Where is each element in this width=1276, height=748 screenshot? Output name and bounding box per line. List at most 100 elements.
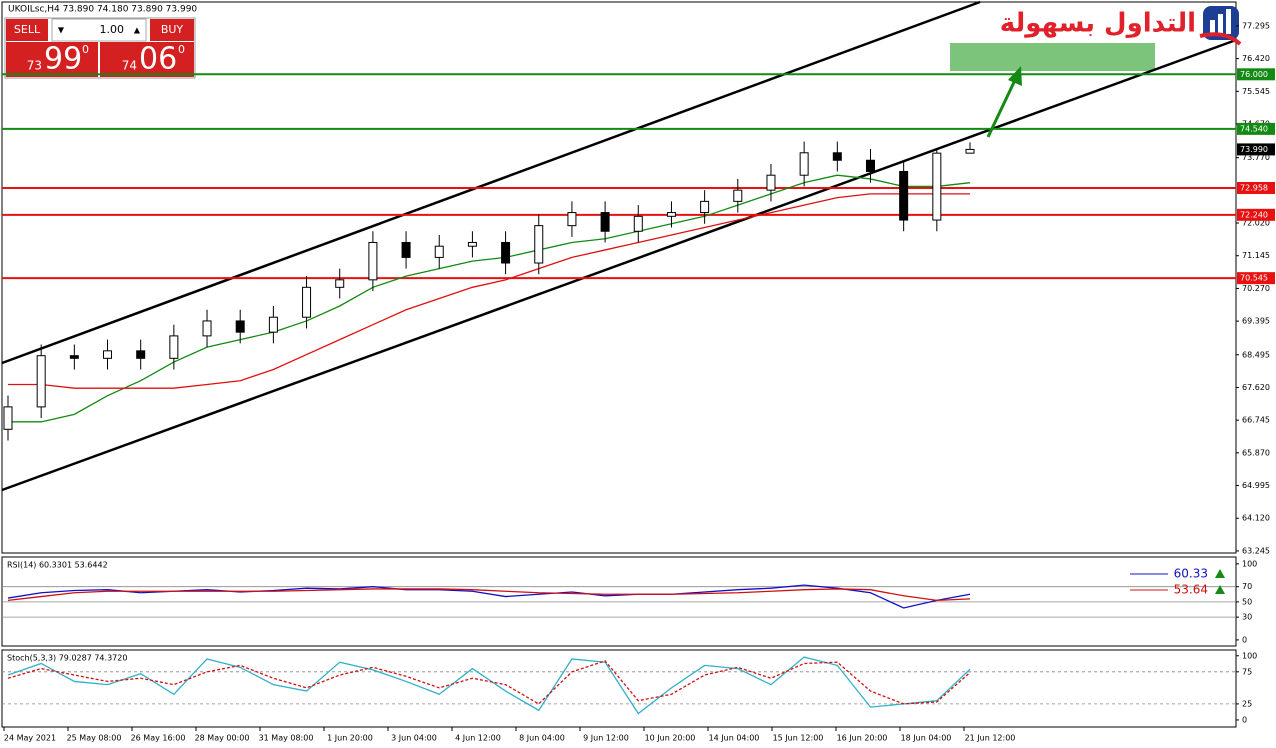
sell-button[interactable]: [6, 19, 48, 41]
y-tick-label: 0: [1242, 715, 1247, 724]
buy-price-main: 06: [139, 42, 177, 77]
logo: التداول بسهولة: [1000, 6, 1242, 46]
lot-value: 1.00: [100, 23, 125, 36]
candle-body: [766, 174, 776, 191]
level-label: 72.958: [1240, 183, 1268, 192]
y-tick-label: 75: [1242, 667, 1252, 676]
level-label: 74.540: [1240, 124, 1268, 133]
buy-button[interactable]: [150, 19, 194, 41]
y-tick-label: 67.620: [1242, 383, 1270, 392]
level-label: 70.545: [1240, 274, 1268, 283]
sell-price-big: 73: [27, 59, 42, 73]
pane-title: RSI(14) 60.3301 53.6442: [7, 561, 108, 570]
candle-body: [700, 200, 710, 214]
candle-body: [434, 245, 444, 258]
candle-body: [501, 241, 511, 264]
candle-body: [103, 350, 113, 359]
indicator-line: [7, 660, 971, 705]
candle-body: [467, 241, 477, 247]
pane-title: Stoch(5,3,3) 79.0287 74.3720: [7, 654, 127, 663]
candle-body: [932, 152, 942, 221]
y-tick-label: 65.870: [1242, 448, 1270, 457]
candle-body: [534, 225, 544, 264]
indicator-line: [7, 588, 971, 602]
y-tick-label: 68.495: [1242, 350, 1270, 359]
y-tick-label: 70.270: [1242, 284, 1270, 293]
y-tick-label: 76.420: [1242, 54, 1270, 63]
trade-panel: SELL ▼ ▲ 1.00 BUY 73 99 0 74 06 0: [4, 17, 196, 79]
candle-body: [899, 170, 909, 221]
target-zone: [950, 43, 1155, 71]
x-tick-label: 15 Jun 12:00: [773, 734, 824, 743]
x-tick-label: 21 Jun 12:00: [965, 734, 1016, 743]
sell-label[interactable]: SELL: [14, 23, 41, 36]
candle-body: [733, 189, 743, 202]
buy-price-big: 74: [122, 59, 137, 73]
last-price-label: 73.990: [1240, 145, 1268, 154]
candle-body: [302, 286, 312, 318]
legend-arrow: [1215, 569, 1225, 578]
y-tick-label: 63.245: [1242, 546, 1270, 555]
lot-up[interactable]: ▲: [134, 26, 141, 35]
level-tag: [1237, 181, 1275, 194]
y-tick-label: 69.395: [1242, 317, 1270, 326]
last-price-tag: [1237, 143, 1275, 156]
y-tick-label: 75.545: [1242, 87, 1270, 96]
lot-field[interactable]: [51, 18, 147, 42]
y-tick-label: 100: [1242, 559, 1257, 568]
logo-text: التداول بسهولة: [1000, 9, 1196, 39]
channel-lower: [1, 38, 1237, 492]
candle-body: [3, 406, 13, 430]
x-tick-label: 9 Jun 12:00: [583, 734, 629, 743]
candle-body: [799, 152, 809, 176]
x-tick-label: 25 May 08:00: [67, 734, 122, 743]
candle-body: [268, 316, 278, 333]
y-tick-label: 72.020: [1242, 219, 1270, 228]
x-tick-label: 26 May 16:00: [131, 734, 186, 743]
level-label: 72.240: [1240, 210, 1268, 219]
candle-body: [202, 320, 212, 337]
candle-body: [666, 212, 676, 217]
sell-price-main: 99: [44, 42, 82, 77]
x-tick-label: 1 Jun 20:00: [327, 734, 373, 743]
x-tick-label: 10 Jun 20:00: [645, 734, 696, 743]
candle-body: [368, 241, 378, 281]
y-tick-label: 100: [1242, 651, 1257, 660]
y-tick-label: 25: [1242, 699, 1252, 708]
indicator-line: [8, 174, 971, 423]
level-tag: [1237, 208, 1275, 221]
sell-price-box[interactable]: [6, 42, 98, 77]
buy-label[interactable]: BUY: [161, 23, 184, 36]
candle-body: [401, 241, 411, 258]
x-tick-label: 16 Jun 20:00: [837, 734, 888, 743]
candle-body: [335, 279, 345, 288]
y-tick-label: 73.770: [1242, 153, 1270, 162]
stoch-pane: [1, 649, 1237, 728]
candle-body: [235, 320, 245, 333]
chart-header: UKOILsc,H4 73.890 74.180 73.890 73.990: [8, 5, 197, 15]
y-tick-label: 70: [1242, 582, 1252, 591]
candle-body: [633, 215, 643, 232]
y-tick-label: 30: [1242, 613, 1252, 622]
x-tick-label: 4 Jun 12:00: [455, 734, 501, 743]
y-tick-label: 71.145: [1242, 251, 1270, 260]
candle-body: [567, 212, 577, 227]
buy-price-box[interactable]: [100, 42, 194, 77]
x-tick-label: 28 May 00:00: [195, 734, 250, 743]
candle-body: [600, 212, 610, 232]
x-tick-label: 24 May 2021: [4, 734, 56, 743]
y-tick-label: 50: [1242, 597, 1252, 606]
legend-label: 53.64: [1174, 583, 1208, 597]
candle-body: [136, 350, 146, 359]
y-tick-label: 64.995: [1242, 481, 1270, 490]
level-tag: [1237, 122, 1275, 135]
lot-down[interactable]: ▼: [58, 26, 65, 35]
legend-arrow: [1215, 585, 1225, 594]
x-tick-label: 3 Jun 04:00: [391, 734, 437, 743]
x-tick-label: 14 Jun 04:00: [709, 734, 760, 743]
channel-upper: [1, 0, 981, 365]
level-tag: [1237, 68, 1275, 81]
candle-body: [865, 159, 875, 172]
